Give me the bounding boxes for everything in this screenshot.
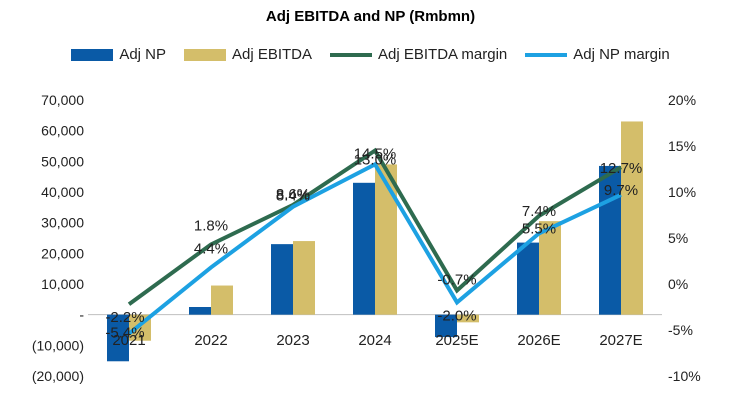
- x-tick-label: 2024: [358, 332, 391, 349]
- data-label: -2.0%: [437, 307, 476, 324]
- data-label: 9.7%: [604, 182, 638, 199]
- legend-swatch: [330, 52, 373, 57]
- legend-swatch: [71, 48, 114, 61]
- bar-adj-ebitda: [293, 241, 315, 315]
- y-right-tick-label: 10%: [668, 184, 696, 200]
- y-right-tick-label: 5%: [668, 230, 688, 246]
- bar-adj-ebitda: [457, 314, 479, 323]
- y-right-tick-label: 0%: [668, 276, 688, 292]
- data-label: 13.0%: [354, 151, 397, 168]
- line-adj-np-margin: [127, 161, 622, 336]
- legend-item: Adj NP: [71, 46, 166, 63]
- y-right-tick-label: 15%: [668, 138, 696, 154]
- bar-adj-np: [353, 182, 375, 315]
- y-left-tick-label: 40,000: [41, 184, 84, 200]
- bar-adj-np: [517, 242, 539, 315]
- data-label: -5.4%: [105, 325, 144, 342]
- x-tick-label: 2026E: [517, 332, 560, 349]
- legend-label: Adj EBITDA: [232, 46, 313, 63]
- legend-item: Adj NP margin: [525, 46, 670, 63]
- bar-adj-ebitda: [621, 121, 643, 315]
- data-label: 1.8%: [194, 217, 228, 234]
- y-left-tick-label: 60,000: [41, 123, 84, 139]
- bar-adj-np: [107, 314, 129, 362]
- y-left-tick-label: (10,000): [32, 337, 84, 353]
- data-label: 8.4%: [276, 188, 310, 205]
- legend-label: Adj EBITDA margin: [378, 46, 508, 63]
- data-label: 4.4%: [194, 240, 228, 257]
- legend-label: Adj NP: [119, 46, 166, 63]
- y-left-tick-label: (20,000): [32, 368, 84, 384]
- y-left-tick-label: 70,000: [41, 92, 84, 108]
- line-adj-ebitda-margin: [127, 147, 623, 306]
- bar-adj-ebitda: [375, 164, 397, 315]
- legend-swatch: [525, 52, 568, 57]
- x-tick-label: 2022: [194, 332, 227, 349]
- data-label: -0.7%: [437, 271, 476, 288]
- x-tick-label: 2023: [276, 332, 309, 349]
- legend-swatch: [184, 48, 226, 61]
- legend-item: Adj EBITDA: [184, 46, 312, 63]
- data-label: 14.5%: [354, 146, 397, 163]
- data-label: 7.4%: [522, 203, 556, 220]
- data-label: 5.5%: [522, 220, 556, 237]
- y-right-tick-label: 20%: [668, 92, 696, 108]
- legend-item: Adj EBITDA margin: [330, 46, 507, 63]
- y-left-tick-label: 10,000: [41, 276, 84, 292]
- legend-label: Adj NP margin: [573, 46, 670, 63]
- y-right-tick-label: -5%: [668, 322, 693, 338]
- bar-adj-np: [435, 314, 457, 338]
- data-label: 12.7%: [600, 160, 643, 177]
- y-left-tick-label: 50,000: [41, 153, 84, 169]
- y-right-tick-label: -10%: [668, 368, 701, 384]
- x-tick-label: 2027E: [599, 332, 642, 349]
- y-left-tick-label: 30,000: [41, 215, 84, 231]
- y-left-tick-label: 20,000: [41, 245, 84, 261]
- y-left-tick-label: -: [79, 307, 84, 323]
- x-tick-label: 2021: [112, 332, 145, 349]
- x-tick-label: 2025E: [435, 332, 478, 349]
- bar-adj-np: [189, 307, 211, 315]
- chart-title: Adj EBITDA and NP (Rmbmn): [265, 8, 476, 25]
- bar-adj-ebitda: [211, 285, 233, 315]
- data-label: -2.2%: [105, 309, 144, 326]
- legend: Adj NP Adj EBITDA Adj EBITDA margin Adj NP …: [0, 46, 741, 63]
- data-label: 8.6%: [276, 186, 310, 203]
- bar-adj-ebitda: [539, 221, 561, 315]
- bar-adj-np: [271, 244, 293, 315]
